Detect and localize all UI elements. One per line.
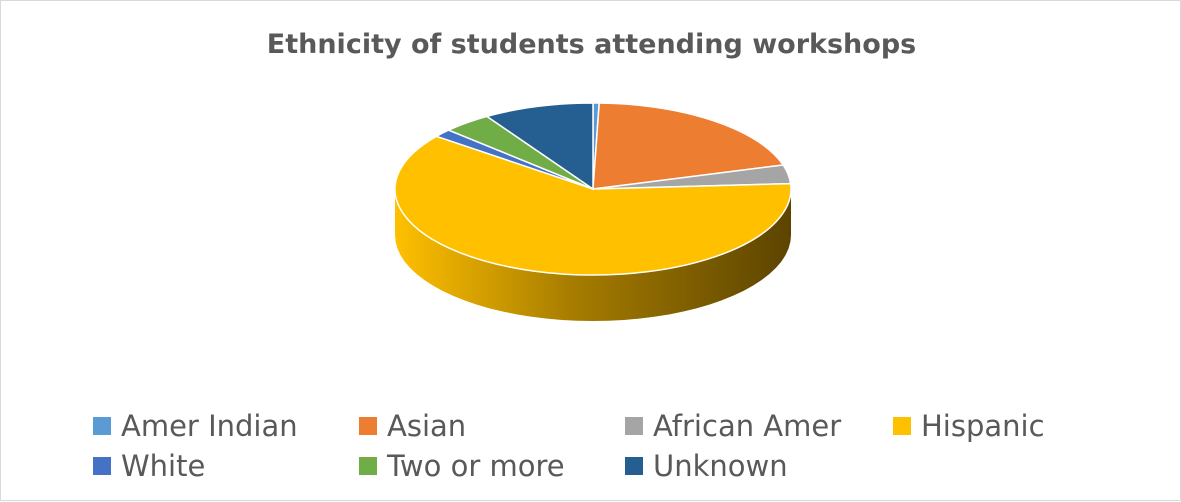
slice-asian [592, 102, 785, 190]
legend-item-amer-indian: Amer Indian [93, 409, 298, 443]
legend-label: Two or more [387, 449, 565, 483]
chart-title: Ethnicity of students attending workshop… [266, 29, 917, 60]
legend-item-unknown: Unknown [625, 449, 788, 483]
legend-swatch [93, 417, 111, 435]
legend-swatch [93, 457, 111, 475]
slice-hispanic [394, 135, 792, 276]
legend-swatch [893, 417, 911, 435]
legend-item-white: White [93, 449, 205, 483]
legend-label: Unknown [653, 449, 788, 483]
legend-item-hispanic: Hispanic [893, 409, 1045, 443]
legend-label: African Amer [653, 409, 842, 443]
slice-side-hispanic [395, 189, 791, 321]
legend-item-asian: Asian [359, 409, 466, 443]
legend-item-two-or-more: Two or more [359, 449, 565, 483]
legend-swatch [625, 457, 643, 475]
legend-label: White [121, 449, 206, 483]
legend-item-african-amer: African Amer [625, 409, 841, 443]
legend-swatch [625, 417, 643, 435]
legend-label: Hispanic [921, 409, 1045, 443]
legend-label: Asian [387, 409, 467, 443]
legend-swatch [359, 417, 377, 435]
legend-swatch [359, 457, 377, 475]
slice-unknown [485, 102, 594, 191]
legend-label: Amer Indian [121, 409, 298, 443]
